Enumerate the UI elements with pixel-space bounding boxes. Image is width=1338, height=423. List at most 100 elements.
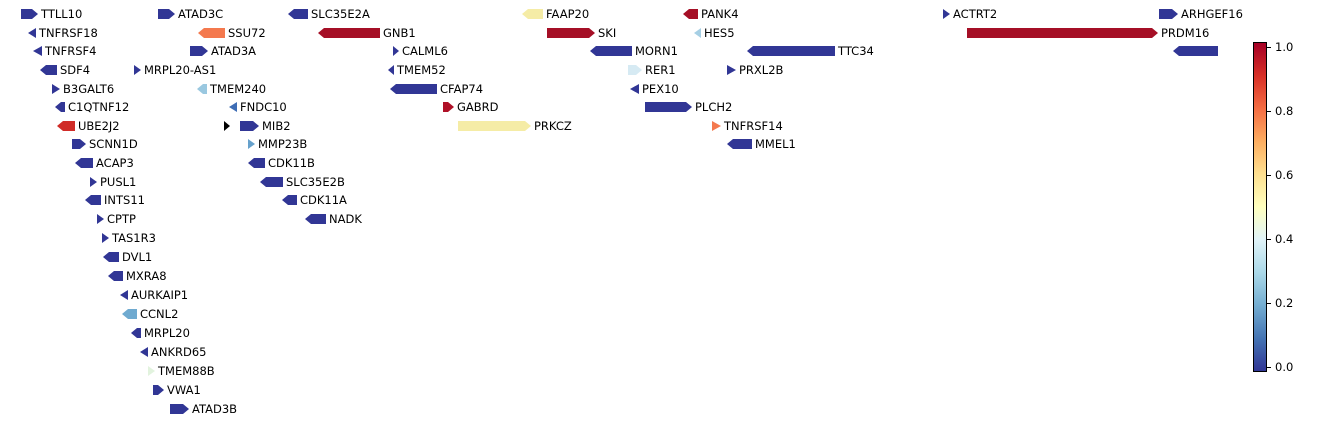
gene-arrow-nadk (305, 214, 326, 224)
gene-label-tmem52: TMEM52 (397, 63, 446, 77)
gene-label-slc35e2a: SLC35E2A (311, 7, 370, 21)
gene-arrow-acap3 (75, 158, 93, 168)
colorbar-tick-label: 0.8 (1275, 104, 1294, 118)
gene-label-prkcz: PRKCZ (534, 119, 572, 133)
gene-arrow-ski (547, 28, 595, 38)
gene-arrow-unlabeled (1173, 46, 1218, 56)
gene-label-mmel1: MMEL1 (755, 137, 796, 151)
gene-label-mmp23b: MMP23B (258, 137, 308, 151)
gene-arrow-gabrd (443, 102, 454, 112)
gene-arrow-faap20 (522, 9, 543, 19)
gene-arrow-tnfrsf18 (28, 28, 36, 38)
gene-label-c1qtnf12: C1QTNF12 (68, 100, 130, 114)
gene-label-pank4: PANK4 (701, 7, 739, 21)
gene-label-tnfrsf4: TNFRSF4 (45, 44, 97, 58)
gene-label-actrt2: ACTRT2 (953, 7, 998, 21)
gene-arrow-atad3c (158, 9, 175, 19)
gene-arrow-c1qtnf12 (55, 102, 65, 112)
gene-label-ttc34: TTC34 (838, 44, 874, 58)
gene-label-ints11: INTS11 (104, 193, 145, 207)
gene-arrow-prxl2b (727, 65, 736, 75)
gene-label-mxra8: MXRA8 (126, 269, 167, 283)
gene-label-dvl1: DVL1 (122, 250, 153, 264)
gene-arrow-mib2 (240, 121, 259, 131)
gene-arrow-scnn1d (72, 139, 86, 149)
gene-label-scnn1d: SCNN1D (89, 137, 138, 151)
colorbar-tick-mark (1267, 367, 1271, 368)
gene-arrow-slc35e2b (260, 177, 283, 187)
gene-arrow-pusl1 (90, 177, 97, 187)
gene-arrow-unlabeled (224, 121, 230, 131)
gene-label-rer1: RER1 (645, 63, 676, 77)
gene-label-b3galt6: B3GALT6 (63, 82, 115, 96)
gene-label-faap20: FAAP20 (546, 7, 590, 21)
gene-arrow-cdk11a (282, 195, 297, 205)
gene-label-cfap74: CFAP74 (440, 82, 484, 96)
gene-arrow-prdm16 (967, 28, 1158, 38)
gene-label-pex10: PEX10 (642, 82, 679, 96)
gene-arrow-mmp23b (248, 139, 255, 149)
gene-arrow-cfap74 (390, 84, 437, 94)
gene-arrow-cptp (97, 214, 104, 224)
gene-label-tnfrsf18: TNFRSF18 (39, 26, 98, 40)
gene-label-ski: SKI (598, 26, 617, 40)
gene-label-prxl2b: PRXL2B (739, 63, 784, 77)
colorbar-tick-mark (1267, 111, 1271, 112)
gene-arrow-slc35e2a (288, 9, 308, 19)
gene-arrow-sdf4 (40, 65, 57, 75)
colorbar-tick-label: 0.6 (1275, 168, 1294, 182)
gene-arrow-atad3b (170, 404, 189, 414)
gene-label-tnfrsf14: TNFRSF14 (724, 119, 783, 133)
gene-label-pusl1: PUSL1 (100, 175, 137, 189)
gene-label-fndc10: FNDC10 (240, 100, 287, 114)
gene-arrow-mxra8 (108, 271, 123, 281)
colorbar-tick-label: 0.4 (1275, 232, 1294, 246)
gene-arrow-mmel1 (727, 139, 752, 149)
gene-label-mrpl20-as1: MRPL20-AS1 (144, 63, 217, 77)
gene-arrow-tnfrsf4 (33, 46, 42, 56)
gene-label-acap3: ACAP3 (96, 156, 134, 170)
gene-label-tmem240: TMEM240 (210, 82, 267, 96)
gene-label-mrpl20: MRPL20 (144, 326, 190, 340)
gene-arrow-tnfrsf14 (712, 121, 721, 131)
colorbar-tick-label: 1.0 (1275, 40, 1294, 54)
gene-arrow-dvl1 (103, 252, 119, 262)
gene-arrow-ccnl2 (122, 309, 137, 319)
gene-arrow-pex10 (630, 84, 639, 94)
gene-arrow-vwa1 (153, 385, 164, 395)
gene-arrow-tas1r3 (102, 233, 109, 243)
gene-label-gabrd: GABRD (457, 100, 499, 114)
colorbar-tick-mark (1267, 239, 1271, 240)
gene-label-nadk: NADK (329, 212, 362, 226)
gene-arrow-ankrd65 (140, 347, 148, 357)
gene-arrow-tmem88b (148, 366, 155, 376)
gene-label-gnb1: GNB1 (383, 26, 416, 40)
gene-label-vwa1: VWA1 (167, 383, 201, 397)
gene-arrow-pank4 (683, 9, 698, 19)
gene-label-atad3b: ATAD3B (192, 402, 238, 416)
gene-arrow-rer1 (628, 65, 642, 75)
gene-arrow-mrpl20-as1 (134, 65, 141, 75)
gene-label-calml6: CALML6 (402, 44, 448, 58)
gene-arrow-tmem240 (197, 84, 207, 94)
gene-label-tas1r3: TAS1R3 (112, 231, 156, 245)
gene-arrow-ube2j2 (57, 121, 75, 131)
gene-arrow-aurkaip1 (120, 290, 128, 300)
gene-label-cptp: CPTP (107, 212, 136, 226)
gene-arrow-b3galt6 (52, 84, 60, 94)
gene-label-morn1: MORN1 (635, 44, 678, 58)
gene-label-aurkaip1: AURKAIP1 (131, 288, 189, 302)
gene-label-ankrd65: ANKRD65 (151, 345, 207, 359)
gene-arrow-tmem52 (388, 65, 394, 75)
gene-label-hes5: HES5 (704, 26, 735, 40)
gene-arrow-actrt2 (943, 9, 950, 19)
gene-arrow-ttll10 (21, 9, 38, 19)
gene-label-prdm16: PRDM16 (1161, 26, 1210, 40)
gene-arrow-ttc34 (747, 46, 835, 56)
gene-arrow-fndc10 (229, 102, 237, 112)
gene-arrow-mrpl20 (131, 328, 141, 338)
colorbar-tick-mark (1267, 303, 1271, 304)
gene-arrow-ssu72 (198, 28, 225, 38)
gene-label-sdf4: SDF4 (60, 63, 91, 77)
